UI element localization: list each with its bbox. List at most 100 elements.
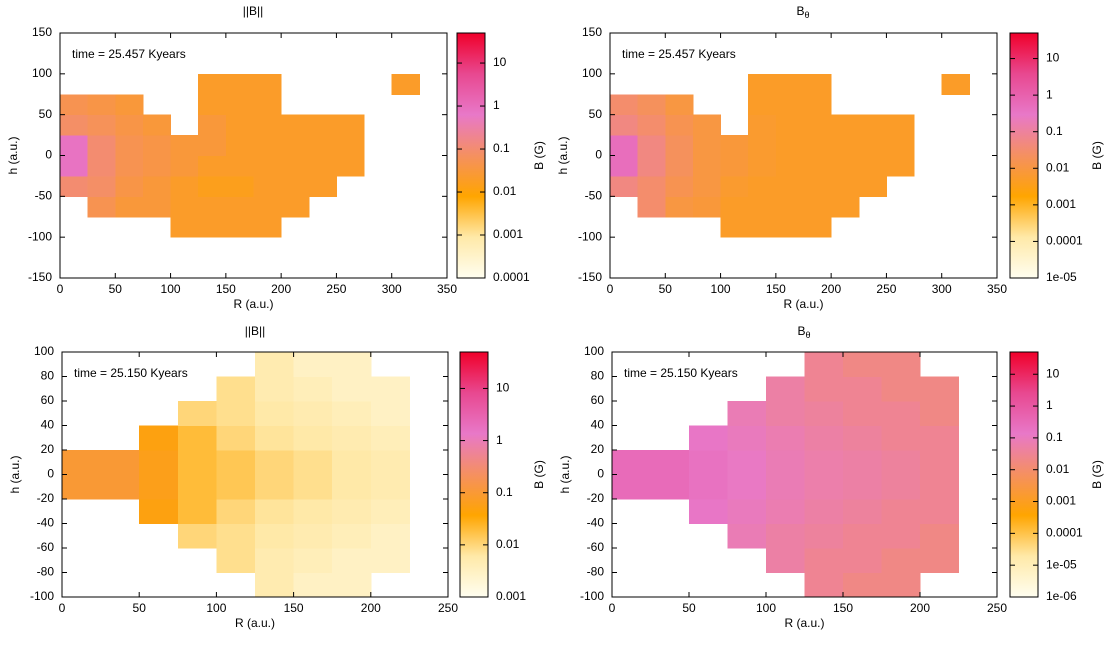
annotation: time = 25.150 Kyears [74, 366, 188, 380]
y-tick-label: 50 [589, 107, 603, 121]
heatmap-cell [293, 523, 333, 549]
heatmap-cell [253, 114, 282, 136]
heatmap-cell [665, 196, 694, 218]
heatmap-cell [886, 114, 915, 136]
heatmap-cell [370, 425, 410, 451]
heatmap-cell [748, 216, 777, 238]
heatmap-cell [142, 175, 172, 197]
annotation: time = 25.150 Kyears [624, 366, 738, 380]
heatmap-cell [281, 196, 310, 218]
heatmap-cell [370, 450, 410, 475]
heatmap-cell [804, 376, 844, 402]
colorbar-label: B (G) [532, 460, 546, 489]
heatmap-cell [370, 474, 410, 500]
x-tick-label: 0 [57, 282, 64, 296]
x-tick-label: 200 [821, 282, 841, 296]
heatmap-cell [281, 155, 310, 177]
heatmap-cell [62, 450, 102, 475]
colorbar-frame [1009, 351, 1039, 598]
y-tick-label: -100 [28, 229, 52, 243]
heatmap-cell [336, 114, 365, 136]
heatmap-cell [198, 196, 227, 218]
heatmap-cell [804, 401, 844, 426]
y-tick-label: 150 [32, 25, 52, 39]
colorbar-tick-label: 0.1 [496, 485, 513, 499]
y-tick-label: -150 [28, 270, 52, 284]
heatmap-cell [665, 155, 694, 177]
heatmap-cell [170, 196, 199, 218]
heatmap-cell [370, 401, 410, 426]
heatmap-cell [612, 474, 651, 500]
heatmap-cell [332, 450, 372, 475]
heatmap-cell [843, 523, 882, 549]
colorbar-tick-label: 1e-05 [1046, 557, 1077, 571]
heatmap-cell [225, 114, 254, 136]
heatmap-cell [87, 196, 116, 218]
heatmap-cell [293, 401, 333, 426]
heatmap-cell [115, 155, 144, 177]
heatmap-cell [775, 94, 804, 116]
heatmap-cell [336, 155, 365, 177]
heatmap-cell [881, 474, 921, 500]
heatmap-cell [720, 155, 749, 177]
heatmap-cell [920, 523, 959, 549]
x-tick-label: 250 [987, 601, 1007, 615]
x-tick-label: 100 [161, 282, 181, 296]
colorbar-tick-label: 0.1 [1046, 430, 1063, 444]
heatmap-cell [650, 474, 690, 500]
chart-title: ||B|| [245, 324, 265, 338]
heatmap-cell [803, 135, 832, 156]
colorbar-tick-label: 1e-06 [1046, 589, 1077, 603]
heatmap-cell [720, 175, 749, 197]
heatmap-cell [60, 135, 89, 156]
y-tick-label: -100 [30, 589, 54, 603]
heatmap-cell [225, 175, 254, 197]
heatmap-cell [775, 216, 804, 238]
heatmap-cell [689, 474, 728, 500]
heatmap-cell [253, 216, 282, 238]
heatmap-cell [332, 352, 372, 377]
heatmap-cell [60, 114, 89, 136]
heatmap-cell [610, 155, 639, 177]
y-tick-label: 0 [45, 148, 52, 162]
y-tick-label: -40 [587, 516, 605, 530]
heatmap-cell [804, 523, 844, 549]
heatmap-cell [858, 114, 887, 136]
x-tick-label: 50 [133, 601, 147, 615]
x-tick-label: 150 [216, 282, 236, 296]
heatmap-cell [881, 499, 921, 524]
heatmap-cell [170, 216, 199, 238]
heatmap-cell [727, 401, 767, 426]
heatmap-cell [293, 450, 333, 475]
heatmap-cell [293, 572, 333, 598]
y-tick-label: -20 [587, 491, 605, 505]
heatmap-cell [177, 450, 217, 475]
heatmap-cell [803, 114, 832, 136]
y-tick-label: 20 [591, 442, 605, 456]
heatmap-cell [308, 114, 337, 136]
heatmap-cell [332, 499, 372, 524]
heatmap-cell [253, 135, 282, 156]
heatmap-cell [692, 155, 722, 177]
heatmap-cell [216, 523, 256, 549]
heatmap-cell [843, 401, 882, 426]
heatmap-cell [727, 474, 767, 500]
annotation: time = 25.457 Kyears [622, 47, 736, 61]
heatmap-cell [293, 474, 333, 500]
heatmap-cell [766, 425, 805, 451]
heatmap-cell [804, 548, 844, 573]
heatmap-cell [198, 73, 227, 95]
colorbar-tick-label: 10 [496, 381, 510, 395]
heatmap-cell [843, 450, 882, 475]
heatmap-cell [253, 196, 282, 218]
y-tick-label: 80 [591, 369, 605, 383]
x-tick-label: 150 [284, 601, 304, 615]
heatmap-cell [225, 196, 254, 218]
heatmap-cell [881, 523, 921, 549]
y-tick-label: 40 [591, 418, 605, 432]
heatmap-cell [720, 135, 749, 156]
y-tick-label: -60 [587, 540, 605, 554]
heatmap-cell [920, 401, 959, 426]
x-tick-label: 300 [932, 282, 952, 296]
heatmap-cell [336, 135, 365, 156]
